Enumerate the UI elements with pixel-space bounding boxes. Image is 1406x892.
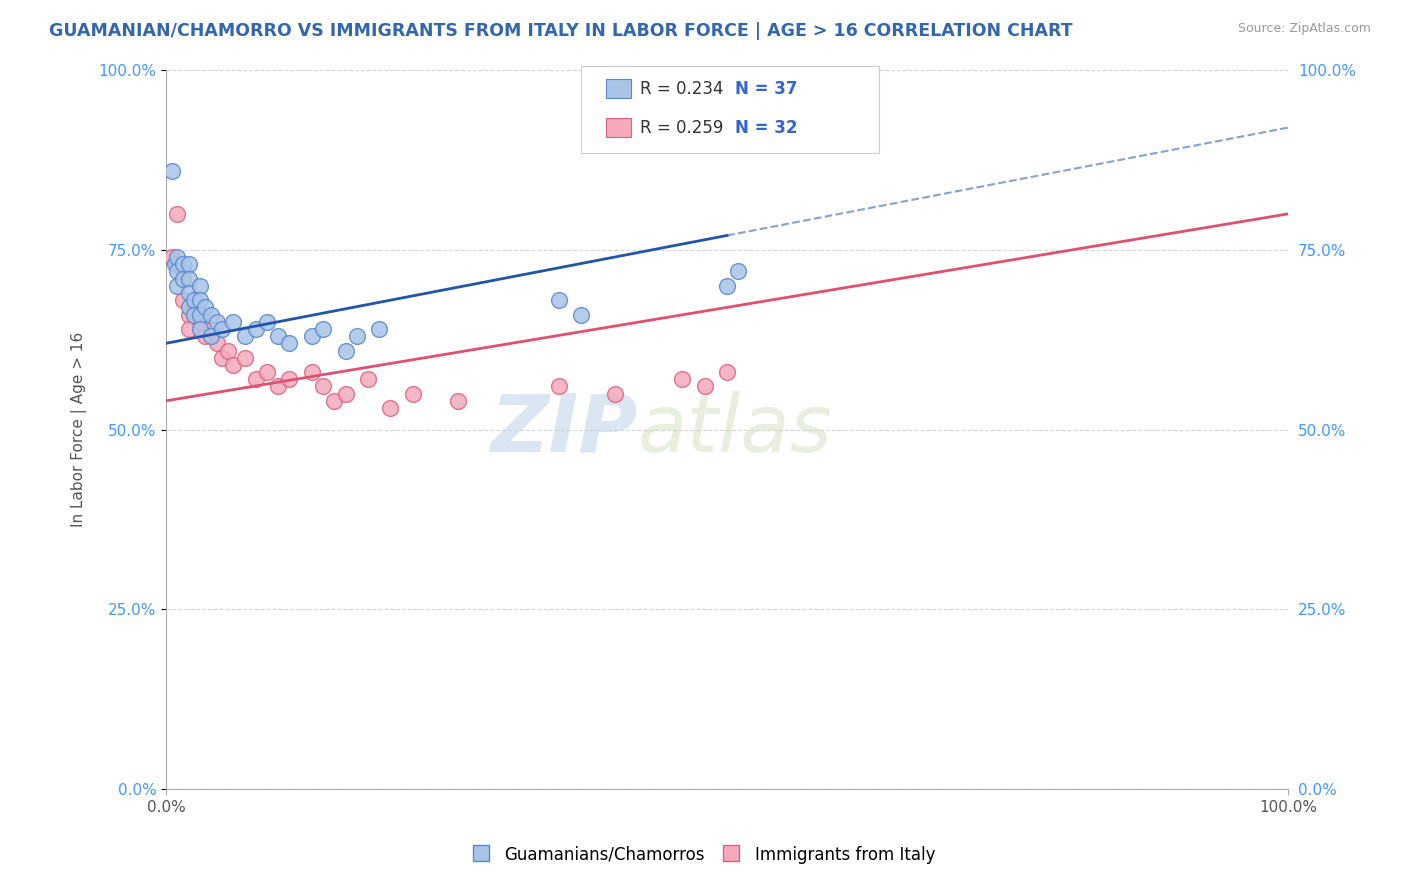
Point	[569, 308, 592, 322]
Point	[183, 308, 205, 322]
Point	[177, 308, 200, 322]
Point	[603, 386, 626, 401]
Point	[323, 393, 346, 408]
Point	[716, 278, 738, 293]
Point	[172, 293, 194, 308]
Point	[166, 264, 188, 278]
Point	[447, 393, 470, 408]
Point	[194, 329, 217, 343]
Point	[188, 322, 211, 336]
Point	[166, 278, 188, 293]
Point	[194, 301, 217, 315]
Text: R = 0.234: R = 0.234	[640, 79, 723, 98]
Point	[245, 372, 267, 386]
Point	[177, 322, 200, 336]
Point	[233, 351, 256, 365]
Point	[245, 322, 267, 336]
Point	[211, 322, 233, 336]
FancyBboxPatch shape	[581, 67, 879, 153]
Point	[188, 278, 211, 293]
Point	[160, 163, 183, 178]
Point	[278, 372, 301, 386]
Point	[172, 264, 194, 278]
Point	[380, 401, 402, 415]
Point	[177, 257, 200, 271]
Point	[278, 336, 301, 351]
Point	[177, 301, 200, 315]
Point	[716, 365, 738, 379]
Point	[188, 293, 211, 308]
Point	[177, 285, 200, 300]
Point	[200, 322, 222, 336]
Point	[200, 329, 222, 343]
Text: N = 37: N = 37	[735, 79, 797, 98]
Point	[166, 250, 188, 264]
Point	[172, 271, 194, 285]
Point	[267, 379, 290, 393]
Point	[222, 358, 245, 372]
Point	[693, 379, 716, 393]
Point	[301, 329, 323, 343]
Point	[205, 315, 228, 329]
Point	[335, 343, 357, 358]
Point	[727, 264, 749, 278]
Point	[211, 351, 233, 365]
Point	[312, 322, 335, 336]
Point	[335, 386, 357, 401]
Point	[217, 343, 239, 358]
Text: ZIP: ZIP	[489, 391, 637, 468]
Point	[172, 257, 194, 271]
FancyBboxPatch shape	[606, 119, 631, 137]
Point	[312, 379, 335, 393]
Y-axis label: In Labor Force | Age > 16: In Labor Force | Age > 16	[72, 332, 87, 527]
Text: Source: ZipAtlas.com: Source: ZipAtlas.com	[1237, 22, 1371, 36]
Point	[222, 315, 245, 329]
Point	[368, 322, 391, 336]
Point	[177, 271, 200, 285]
Point	[346, 329, 368, 343]
Point	[301, 365, 323, 379]
Point	[233, 329, 256, 343]
Text: R = 0.259: R = 0.259	[640, 119, 723, 136]
Point	[547, 293, 569, 308]
Point	[256, 315, 278, 329]
Point	[188, 315, 211, 329]
Point	[183, 293, 205, 308]
Point	[165, 257, 187, 271]
Point	[256, 365, 278, 379]
Text: N = 32: N = 32	[735, 119, 797, 136]
Point	[671, 372, 693, 386]
Point	[200, 308, 222, 322]
Point	[166, 207, 188, 221]
Point	[357, 372, 380, 386]
Point	[183, 301, 205, 315]
Point	[205, 336, 228, 351]
Text: atlas: atlas	[637, 391, 832, 468]
Text: GUAMANIAN/CHAMORRO VS IMMIGRANTS FROM ITALY IN LABOR FORCE | AGE > 16 CORRELATIO: GUAMANIAN/CHAMORRO VS IMMIGRANTS FROM IT…	[49, 22, 1073, 40]
Point	[188, 308, 211, 322]
Point	[547, 379, 569, 393]
Legend: Guamanians/Chamorros, Immigrants from Italy: Guamanians/Chamorros, Immigrants from It…	[464, 839, 942, 871]
Point	[267, 329, 290, 343]
Point	[402, 386, 425, 401]
Point	[160, 250, 183, 264]
FancyBboxPatch shape	[606, 79, 631, 98]
